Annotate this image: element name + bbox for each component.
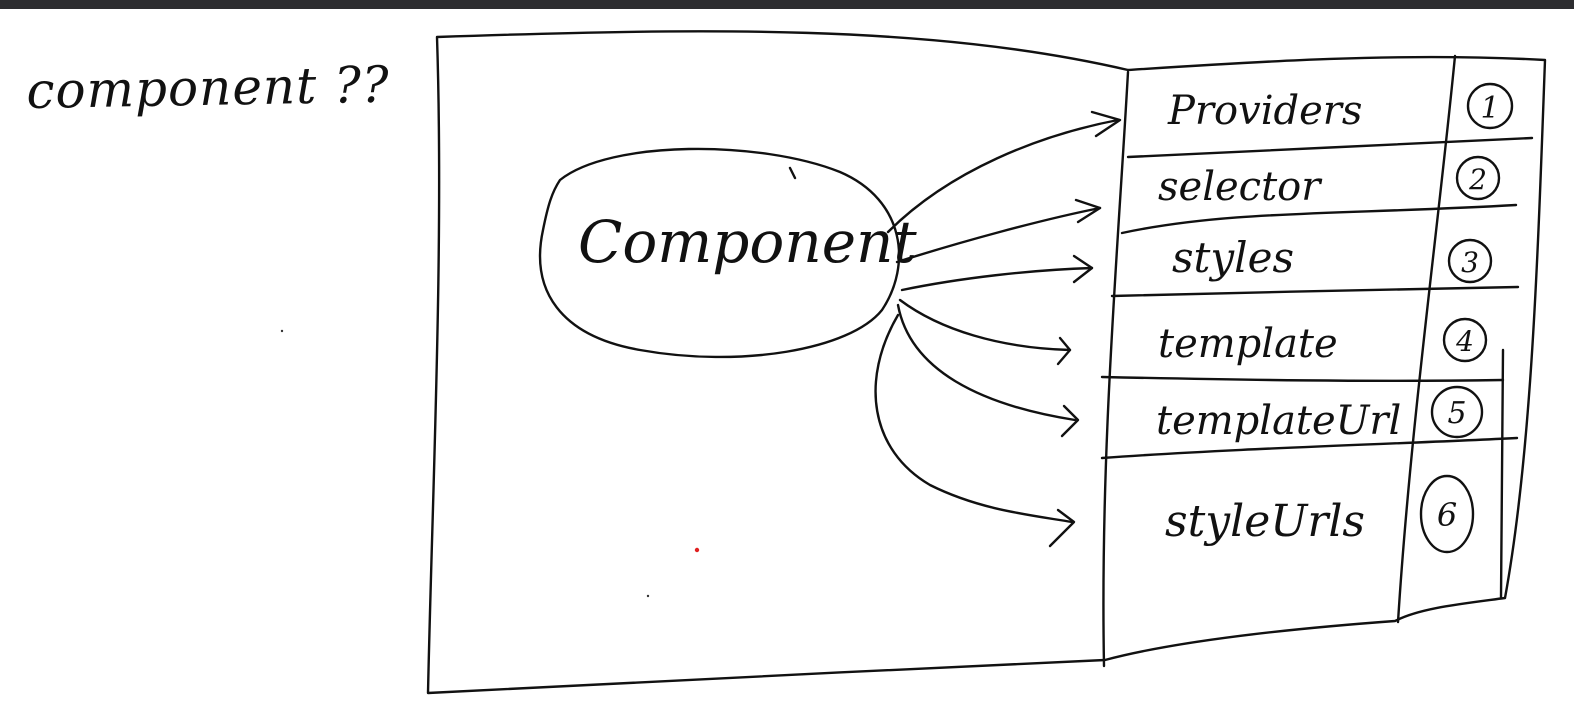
top-toolbar-strip <box>0 0 1574 9</box>
svg-text:4: 4 <box>1455 325 1474 358</box>
arrow-to-providers <box>886 110 1122 234</box>
stray-dot <box>646 594 650 598</box>
number-badge-5: 5 <box>1430 385 1484 439</box>
component-ellipse <box>538 147 901 359</box>
property-label-styleurls: styleUrls <box>1165 496 1365 547</box>
number-badge-4: 4 <box>1442 317 1488 363</box>
number-badge-2: 2 <box>1455 155 1501 201</box>
component-label: Component <box>578 208 917 276</box>
table-number-divider <box>1396 54 1457 624</box>
arrow-to-templateurl <box>896 303 1080 438</box>
number-badge-3: 3 <box>1447 238 1493 284</box>
arrow-to-styles <box>900 254 1094 292</box>
outer-frame <box>426 30 1547 695</box>
row-separator <box>1100 375 1505 383</box>
table-right-inner-edge <box>1499 348 1505 600</box>
number-badge-6: 6 <box>1419 474 1475 554</box>
arrow-to-styleurls <box>874 313 1076 548</box>
property-label-template: template <box>1158 321 1338 367</box>
svg-text:1: 1 <box>1480 91 1499 126</box>
component-ellipse-tail <box>788 166 797 180</box>
row-separator <box>1100 436 1519 460</box>
row-separator <box>1110 285 1520 298</box>
property-label-providers: Providers <box>1167 88 1362 134</box>
stray-red-dot <box>694 547 700 553</box>
table-left-edge <box>1102 70 1130 668</box>
property-label-templateurl: templateUrl <box>1156 398 1401 444</box>
arrow-to-selector <box>895 198 1102 264</box>
stray-dot <box>280 329 284 333</box>
svg-text:3: 3 <box>1461 246 1479 279</box>
property-label-selector: selector <box>1158 164 1323 210</box>
property-label-styles: styles <box>1172 233 1294 282</box>
svg-text:5: 5 <box>1447 396 1466 431</box>
arrow-to-template <box>898 298 1072 366</box>
row-separator <box>1120 203 1518 235</box>
number-badge-1: 1 <box>1466 82 1514 130</box>
svg-text:6: 6 <box>1437 496 1457 534</box>
row-separator <box>1126 136 1534 159</box>
svg-text:2: 2 <box>1468 163 1487 196</box>
